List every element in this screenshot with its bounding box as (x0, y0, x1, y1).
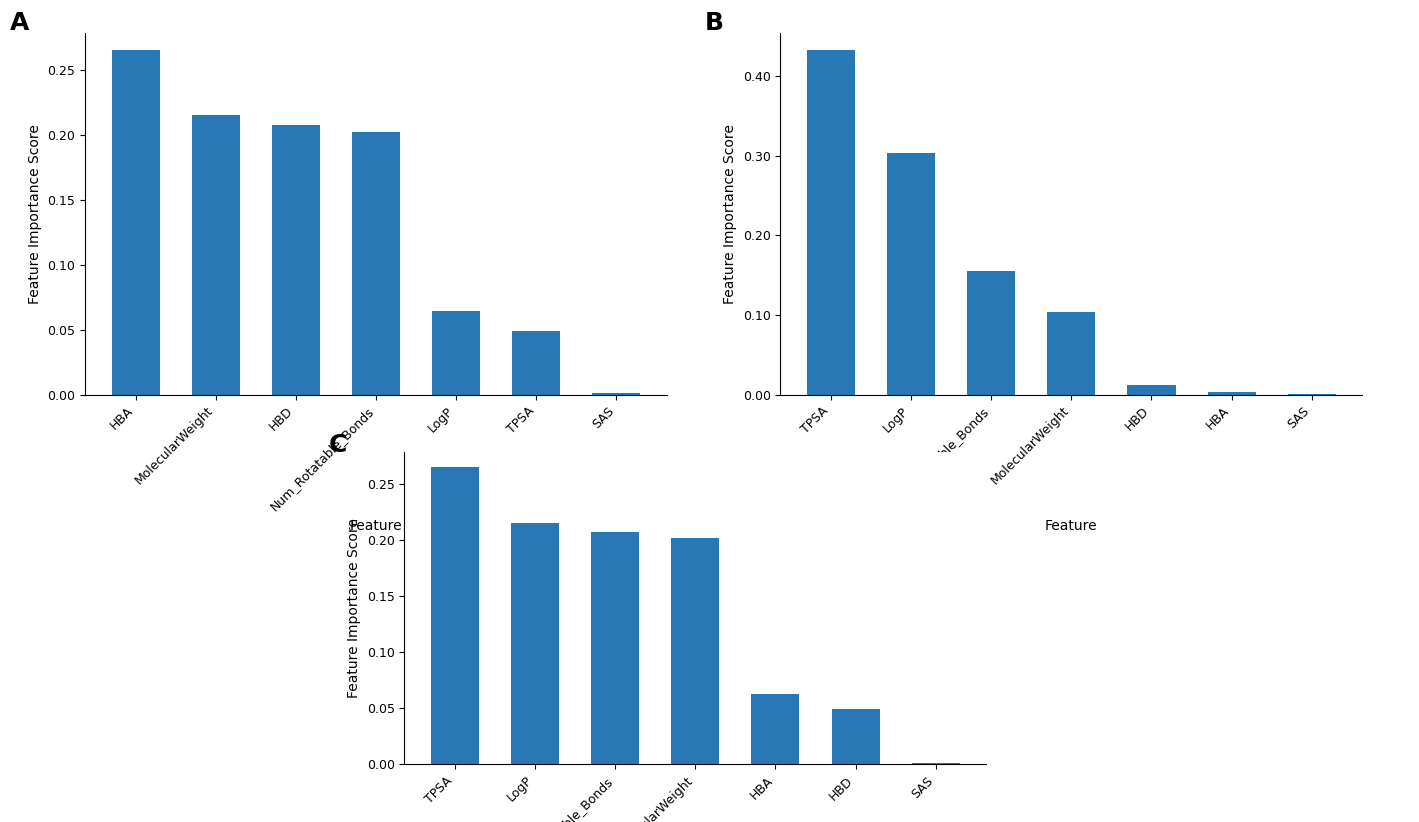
Bar (352, 132, 400, 395)
Bar (431, 467, 480, 764)
Bar (272, 126, 319, 395)
Bar (192, 115, 240, 395)
Text: C: C (329, 433, 348, 457)
Y-axis label: Feature Importance Score: Feature Importance Score (348, 519, 362, 698)
Bar (832, 709, 880, 764)
X-axis label: Feature: Feature (1044, 519, 1098, 533)
Bar (112, 50, 160, 395)
Text: B: B (705, 12, 724, 35)
Bar (433, 312, 480, 395)
Bar (512, 331, 561, 395)
Bar (511, 523, 559, 764)
X-axis label: Feature: Feature (349, 519, 403, 533)
Y-axis label: Feature Importance Score: Feature Importance Score (724, 124, 738, 303)
Bar (1208, 392, 1256, 395)
Bar (968, 271, 1015, 395)
Bar (592, 532, 639, 764)
Bar (807, 50, 856, 395)
Bar (1047, 312, 1095, 395)
Bar (887, 153, 935, 395)
Bar (1128, 385, 1175, 395)
Bar (752, 694, 799, 764)
Y-axis label: Feature Importance Score: Feature Importance Score (28, 124, 43, 303)
Bar (671, 538, 719, 764)
Bar (592, 393, 640, 395)
Text: A: A (10, 12, 28, 35)
